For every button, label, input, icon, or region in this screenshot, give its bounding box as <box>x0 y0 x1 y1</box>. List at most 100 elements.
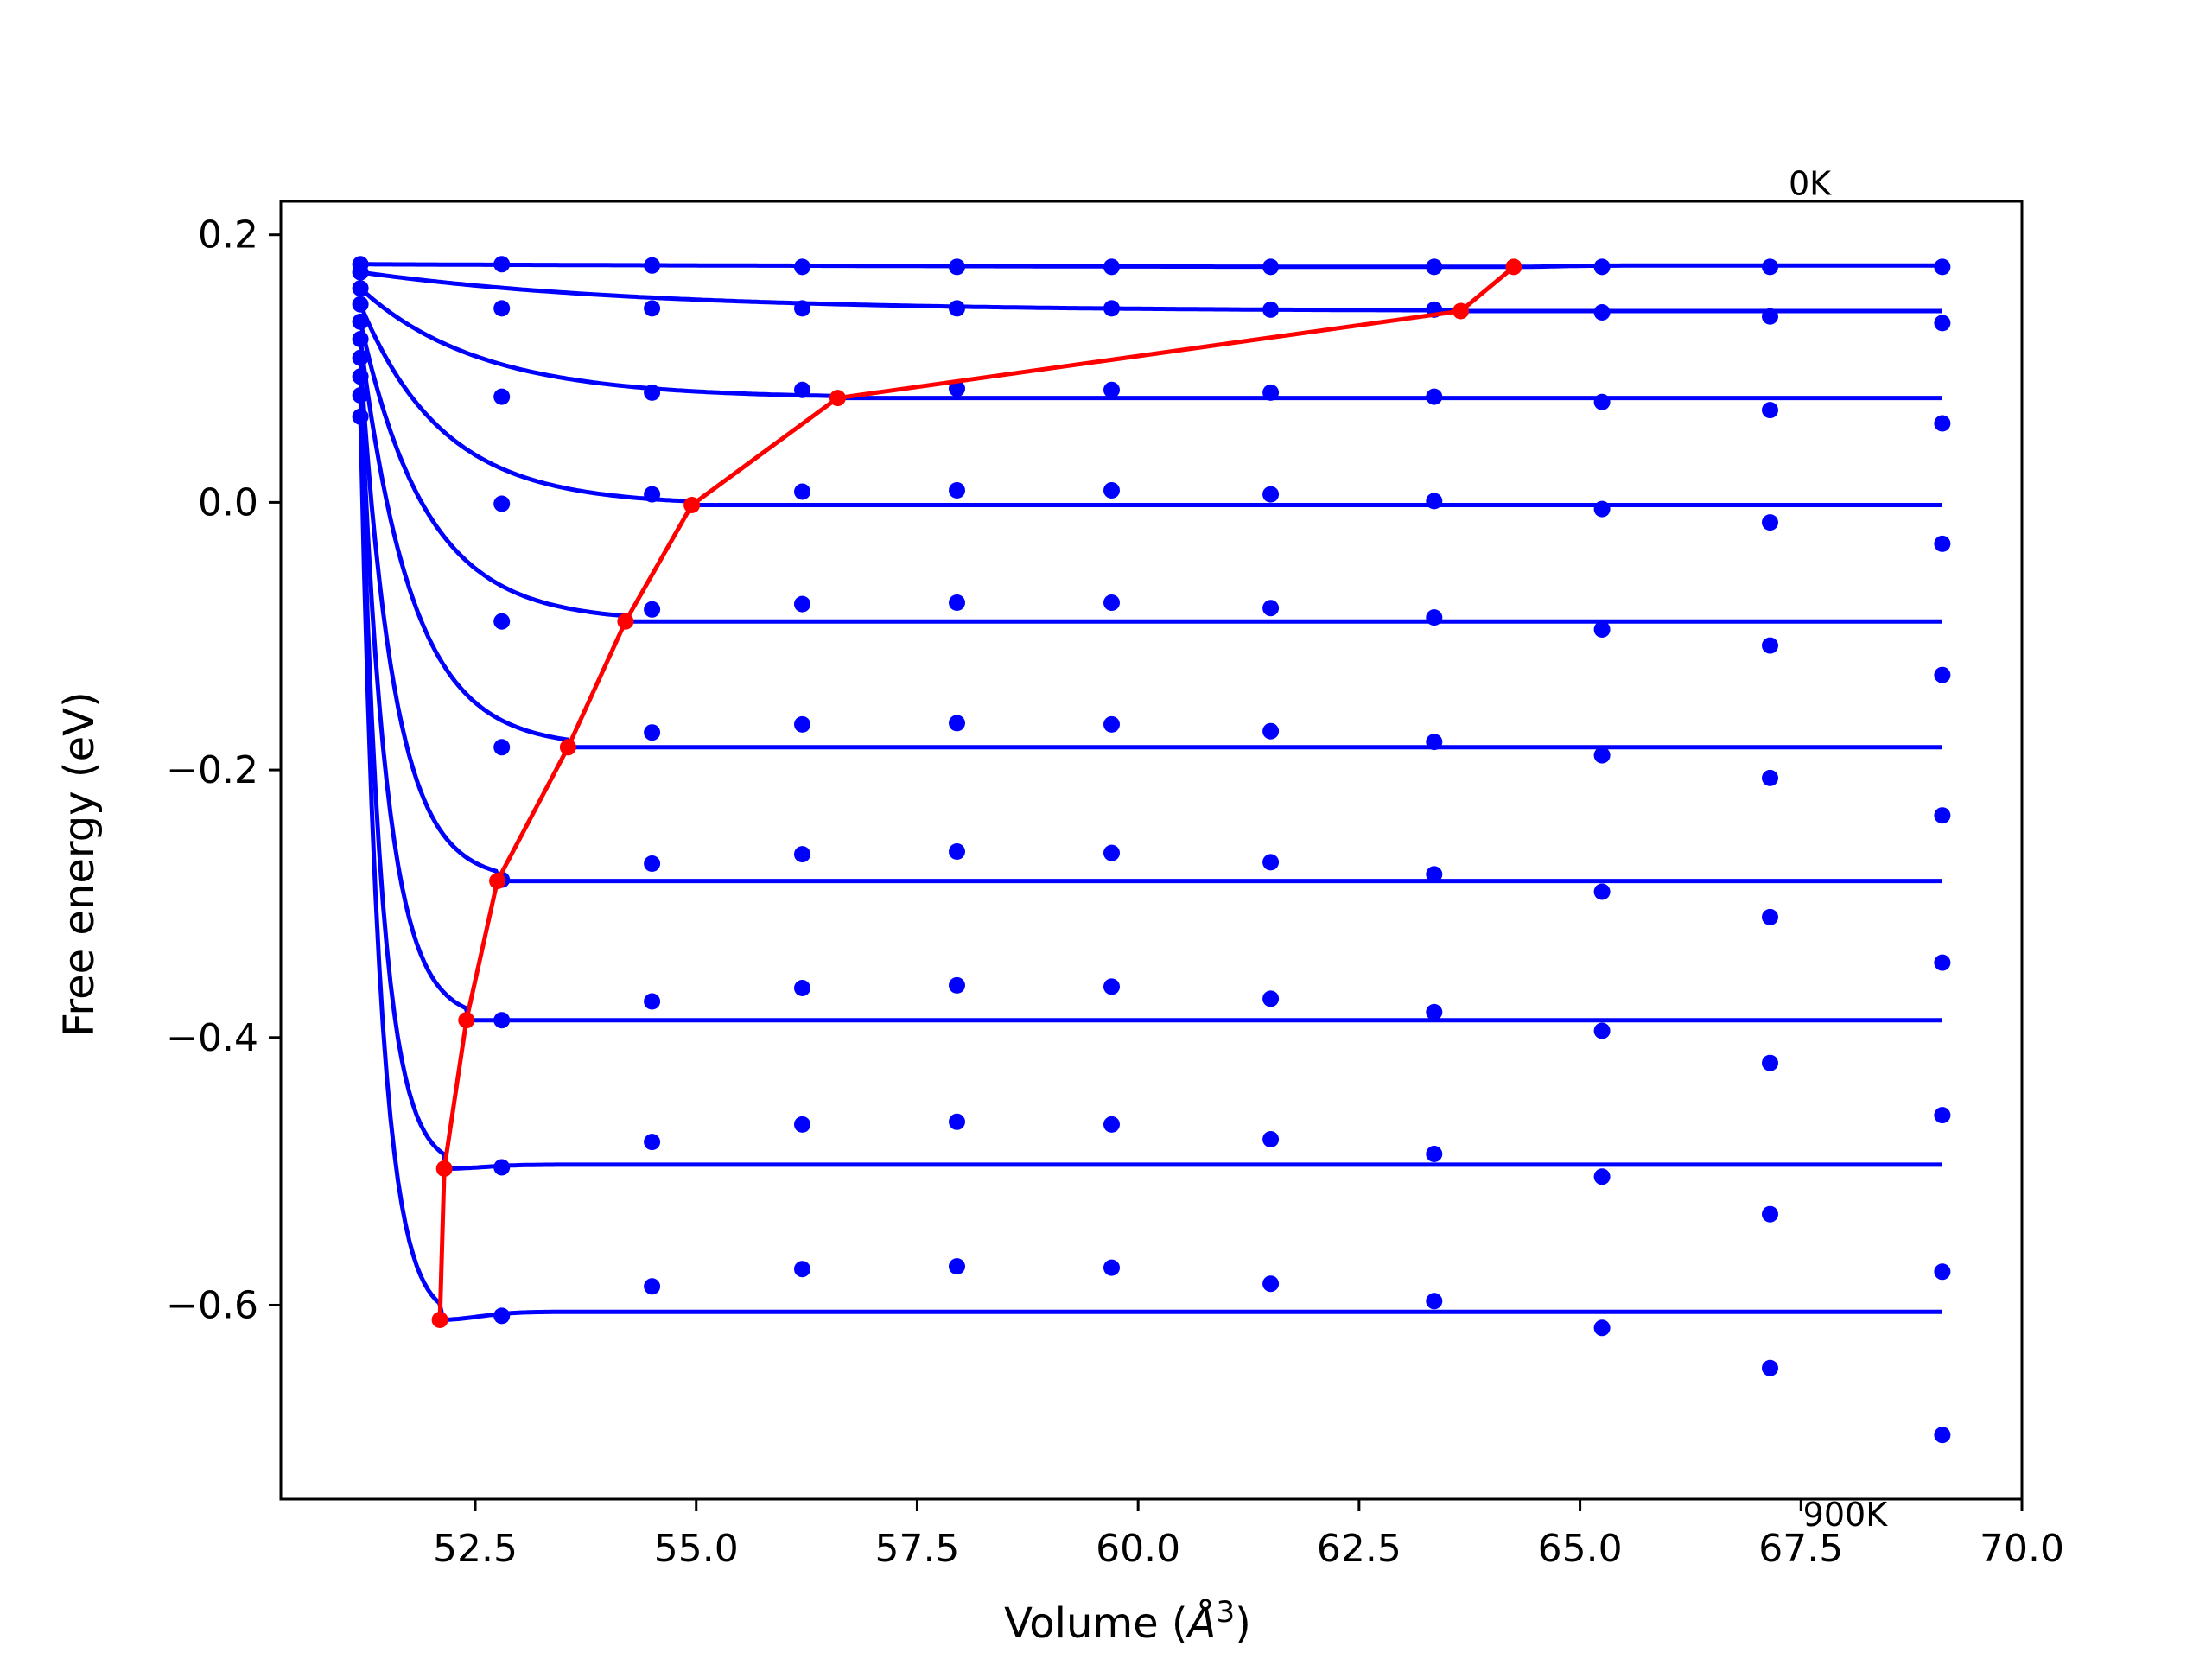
data-point-s4-3 <box>794 595 810 613</box>
data-point-s9-5 <box>1103 1259 1120 1276</box>
data-point-s6-3 <box>794 846 810 863</box>
data-point-s0-3 <box>794 258 810 276</box>
minimum-point-9 <box>1505 258 1522 276</box>
minimum-point-0 <box>431 1312 448 1328</box>
y-tick-label: 0.0 <box>198 480 258 524</box>
data-point-s0-5 <box>1103 258 1120 276</box>
data-point-s3-8 <box>1593 500 1611 518</box>
y-tick-label: −0.6 <box>166 1283 258 1327</box>
data-point-s0-6 <box>1262 258 1280 276</box>
data-point-s5-0 <box>352 331 369 347</box>
data-point-s3-5 <box>1103 482 1120 499</box>
temperature-label-0k: 0K <box>1789 164 1832 202</box>
data-point-s0-1 <box>493 256 511 273</box>
data-point-s2-3 <box>794 381 810 398</box>
data-point-s6-4 <box>949 843 965 860</box>
data-point-s1-1 <box>493 300 511 317</box>
data-point-s8-6 <box>1262 1131 1280 1147</box>
data-point-s7-5 <box>1103 978 1120 995</box>
fit-curve-4 <box>358 321 1942 624</box>
data-point-s3-1 <box>493 495 511 512</box>
data-point-s7-10 <box>1934 1107 1951 1124</box>
data-point-s2-10 <box>1934 415 1951 432</box>
fit-curve-7 <box>358 376 1942 1023</box>
data-point-s2-4 <box>949 380 965 397</box>
data-point-s0-10 <box>1934 258 1951 276</box>
data-point-s2-9 <box>1762 402 1778 419</box>
data-point-s3-7 <box>1426 493 1443 510</box>
data-point-s9-10 <box>1934 1427 1951 1444</box>
data-point-s0-2 <box>644 257 661 274</box>
data-point-s7-2 <box>644 993 661 1010</box>
data-point-s3-0 <box>352 296 369 313</box>
data-point-s8-5 <box>1103 1116 1120 1133</box>
data-point-s4-10 <box>1934 666 1951 683</box>
x-tick-label: 70.0 <box>1980 1527 2064 1571</box>
fit-curve-0 <box>360 262 1942 270</box>
data-point-s6-8 <box>1593 883 1611 900</box>
data-point-s3-2 <box>644 486 661 503</box>
y-tick-label: −0.4 <box>166 1016 258 1060</box>
data-point-s4-2 <box>644 601 661 618</box>
minimum-point-3 <box>489 873 506 890</box>
x-tick-label: 62.5 <box>1317 1527 1402 1571</box>
data-point-s1-5 <box>1103 300 1120 317</box>
data-point-s5-5 <box>1103 715 1120 733</box>
minimum-path-line <box>437 264 1516 1320</box>
data-point-s8-2 <box>644 1134 661 1151</box>
x-tick-label: 60.0 <box>1096 1527 1180 1571</box>
data-point-s0-7 <box>1426 258 1443 276</box>
data-point-s5-3 <box>794 715 810 733</box>
data-point-s7-9 <box>1762 1054 1778 1071</box>
minimum-point-8 <box>1452 302 1469 320</box>
data-point-s7-0 <box>352 368 369 385</box>
data-point-s7-7 <box>1426 1003 1443 1020</box>
x-tick-label: 57.5 <box>874 1527 959 1571</box>
data-point-s8-4 <box>949 1113 965 1130</box>
data-point-s5-1 <box>493 739 511 756</box>
data-point-s2-0 <box>352 280 369 297</box>
data-point-s2-5 <box>1103 381 1120 398</box>
data-point-s2-7 <box>1426 388 1443 405</box>
data-point-s1-2 <box>644 300 661 317</box>
minimum-point-5 <box>617 613 634 630</box>
data-point-s1-6 <box>1262 301 1280 318</box>
data-point-s4-0 <box>352 313 369 330</box>
minimum-point-4 <box>559 739 576 756</box>
data-point-s4-7 <box>1426 609 1443 626</box>
data-point-s5-4 <box>949 715 965 732</box>
x-tick-label: 55.0 <box>654 1527 739 1571</box>
data-point-s5-6 <box>1262 722 1280 740</box>
y-axis-ticks: 0.2 0.0 −0.2 −0.4 −0.6 <box>166 213 281 1327</box>
data-point-s1-8 <box>1593 304 1611 321</box>
data-point-s9-1 <box>493 1307 511 1325</box>
data-point-s9-9 <box>1762 1359 1778 1376</box>
minimum-point-1 <box>435 1160 453 1177</box>
data-point-s2-6 <box>1262 384 1280 401</box>
data-point-s5-7 <box>1426 734 1443 751</box>
x-tick-label: 52.5 <box>433 1527 518 1571</box>
data-point-s4-1 <box>493 613 511 630</box>
temperature-label-900k: 900K <box>1803 1496 1889 1534</box>
minimum-point-7 <box>829 390 846 407</box>
data-point-s6-10 <box>1934 954 1951 971</box>
plot-frame <box>279 200 2024 1501</box>
data-point-s2-1 <box>493 388 511 405</box>
data-point-s2-2 <box>644 384 661 401</box>
data-point-s3-4 <box>949 482 965 499</box>
data-point-s4-9 <box>1762 637 1778 654</box>
data-point-s7-4 <box>949 976 965 994</box>
data-point-s0-4 <box>949 258 965 276</box>
data-point-s4-5 <box>1103 594 1120 611</box>
data-point-s6-6 <box>1262 854 1280 871</box>
data-point-s8-1 <box>493 1159 511 1176</box>
data-point-s1-0 <box>352 264 369 281</box>
data-point-s5-10 <box>1934 807 1951 824</box>
fit-curve-2 <box>359 286 1942 401</box>
data-point-s7-6 <box>1262 990 1280 1007</box>
data-point-s1-4 <box>949 300 965 317</box>
data-point-s1-3 <box>794 300 810 317</box>
data-point-s7-1 <box>493 1012 511 1029</box>
data-point-s9-6 <box>1262 1275 1280 1293</box>
